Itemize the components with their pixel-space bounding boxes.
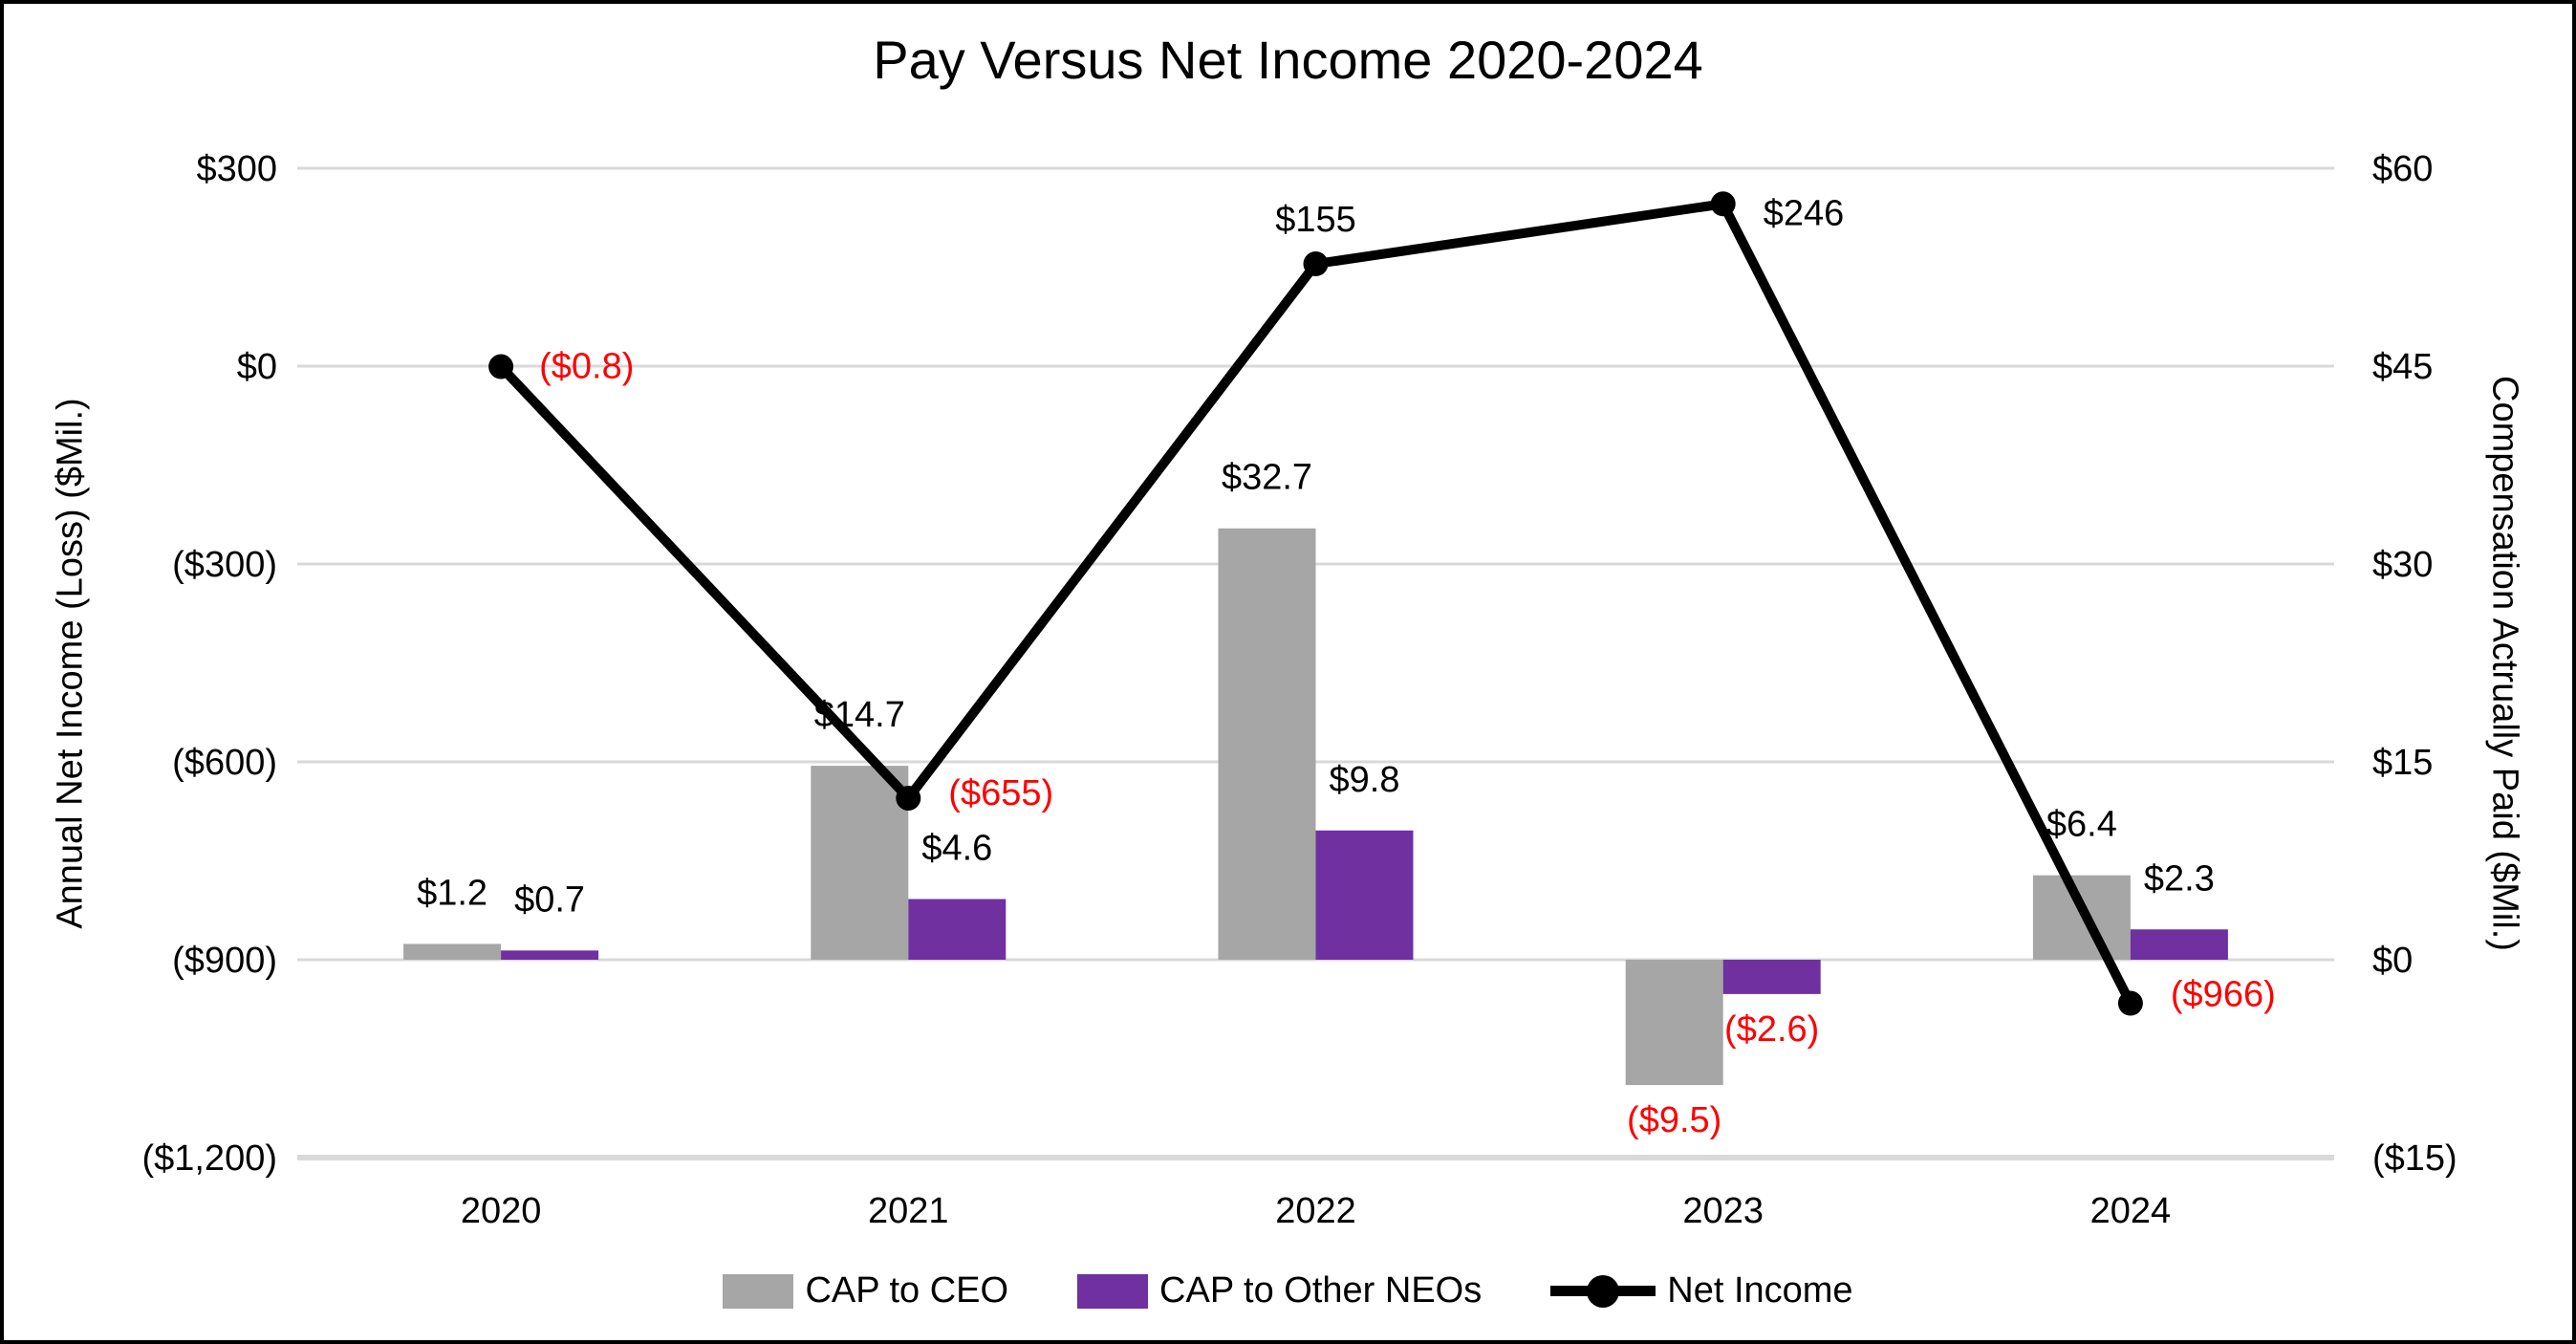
bar-data-label: $2.3: [2144, 858, 2215, 899]
y-right-tick-label: $30: [2372, 545, 2433, 585]
cap-ceo-swatch: [723, 1273, 794, 1309]
legend-item-cap-to-other-neos: CAP to Other NEOs: [1077, 1270, 1482, 1311]
net-income-marker: [1303, 251, 1329, 277]
legend-item-cap-to-ceo: CAP to CEO: [723, 1270, 1008, 1311]
legend: CAP to CEO CAP to Other NEOs Net Income: [4, 1270, 2572, 1311]
net-income-data-label: ($0.8): [539, 347, 634, 387]
y-right-tick-label: $60: [2372, 149, 2433, 189]
bar-cap-ceo-2022: [1218, 528, 1316, 960]
y-left-tick-label: $0: [237, 347, 277, 387]
bar-data-label: $1.2: [417, 873, 487, 913]
y-left-tick-label: $300: [196, 149, 277, 189]
net-income-marker: [896, 785, 921, 811]
net-income-line-swatch: [1550, 1274, 1656, 1308]
y-left-tick-label: ($300): [172, 545, 277, 585]
bar-cap-neo-2024: [2130, 929, 2228, 960]
x-category-label: 2020: [461, 1191, 542, 1231]
bar-cap-ceo-2023: [1625, 960, 1723, 1086]
bar-cap-neo-2022: [1315, 830, 1414, 960]
legend-label-net-income: Net Income: [1667, 1270, 1853, 1311]
x-category-label: 2023: [1682, 1191, 1764, 1231]
y-left-tick-label: ($600): [172, 743, 277, 783]
chart-title: Pay Versus Net Income 2020-2024: [873, 30, 1703, 90]
net-income-data-label: $246: [1764, 193, 1845, 233]
x-category-label: 2024: [2090, 1191, 2172, 1231]
net-income-marker: [1710, 191, 1736, 217]
bar-data-label: $32.7: [1222, 458, 1312, 498]
net-income-marker: [488, 354, 514, 379]
legend-label-cap-to-ceo: CAP to CEO: [805, 1270, 1009, 1311]
bar-data-label: $6.4: [2046, 805, 2117, 845]
bar-cap-ceo-2021: [811, 766, 909, 960]
bar-data-label: ($9.5): [1627, 1100, 1721, 1140]
bar-cap-ceo-2020: [403, 943, 502, 960]
net-income-data-label: $155: [1275, 200, 1356, 240]
net-income-data-label: ($655): [948, 773, 1053, 813]
bar-cap-neo-2021: [908, 899, 1007, 960]
legend-label-cap-to-other-neos: CAP to Other NEOs: [1159, 1270, 1483, 1311]
bar-data-label: $0.7: [514, 879, 585, 920]
cap-neo-swatch: [1077, 1273, 1149, 1309]
bar-data-label: $4.6: [921, 829, 992, 869]
y-right-tick-label: $15: [2372, 743, 2433, 783]
y-left-tick-label: ($1,200): [141, 1138, 277, 1179]
plot-area: $300 $0 ($300) ($600) ($900) ($1,200) $60 $45 $3…: [141, 149, 2457, 1231]
net-income-marker: [2117, 990, 2143, 1016]
y-right-tick-label: $0: [2372, 941, 2413, 981]
net-income-marker-icon: [1587, 1274, 1620, 1308]
bar-data-label: $9.8: [1330, 760, 1400, 800]
bar-cap-neo-2020: [501, 950, 599, 960]
x-category-label: 2021: [868, 1191, 949, 1231]
bar-data-label: ($2.6): [1724, 1009, 1819, 1050]
y-right-tick-label: $45: [2372, 347, 2433, 387]
bar-cap-neo-2023: [1722, 960, 1821, 994]
net-income-data-label: ($966): [2171, 975, 2276, 1015]
y-left-tick-label: ($900): [172, 941, 277, 981]
y-right-tick-label: ($15): [2372, 1138, 2457, 1179]
x-category-label: 2022: [1275, 1191, 1356, 1231]
legend-item-net-income: Net Income: [1550, 1270, 1853, 1311]
